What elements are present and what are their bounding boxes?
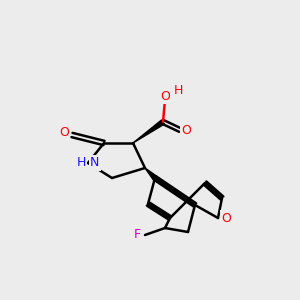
Text: H: H: [76, 157, 86, 169]
Text: N: N: [90, 157, 99, 169]
Text: O: O: [221, 212, 231, 224]
Polygon shape: [133, 120, 164, 143]
Text: O: O: [181, 124, 191, 136]
Polygon shape: [145, 168, 157, 180]
Text: F: F: [134, 229, 141, 242]
Text: H: H: [173, 83, 183, 97]
Text: O: O: [59, 127, 69, 140]
Text: O: O: [160, 89, 170, 103]
